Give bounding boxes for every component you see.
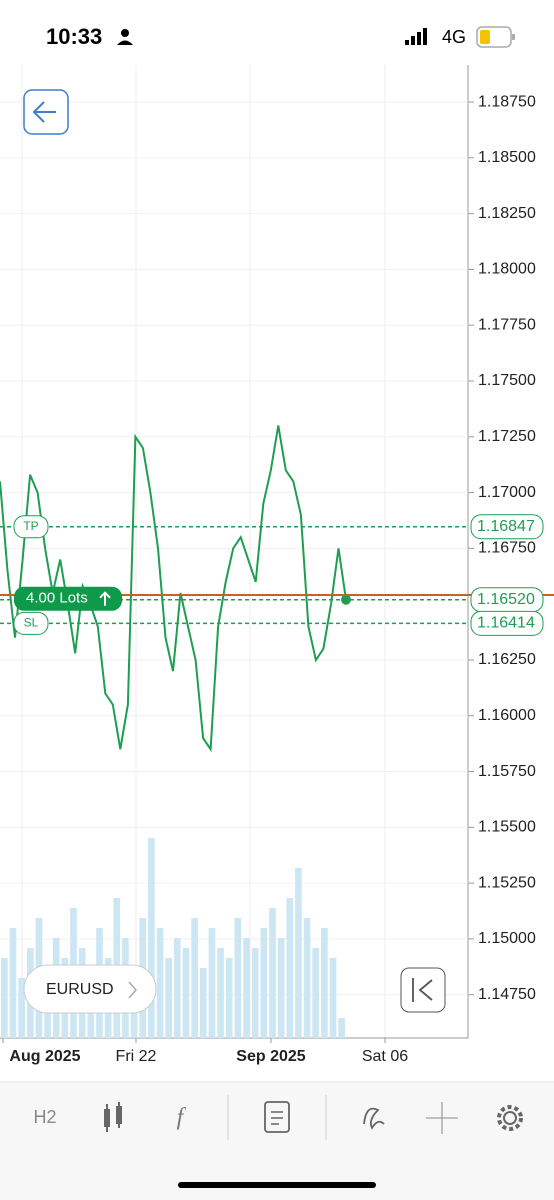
symbol-button[interactable] xyxy=(23,964,157,1014)
volume-bar xyxy=(277,938,285,1038)
orders-button[interactable] xyxy=(264,1101,290,1133)
indicators-button[interactable]: f xyxy=(177,1105,187,1131)
settings-button[interactable] xyxy=(497,1105,523,1131)
y-tick-label: 1.14750 xyxy=(478,986,536,1003)
volume-bar xyxy=(338,1018,345,1038)
y-tick-label: 1.17000 xyxy=(478,484,536,501)
back-arrow xyxy=(32,101,56,123)
stop_loss-price-label: 1.16414 xyxy=(477,615,535,632)
x-tick-label: Aug 2025 xyxy=(9,1048,80,1065)
y-tick-label: 1.16750 xyxy=(478,540,536,557)
y-tick-label: 1.18750 xyxy=(478,93,536,110)
position-tag xyxy=(14,586,122,611)
x-tick-label: Sep 2025 xyxy=(236,1048,305,1065)
person-icon xyxy=(117,40,133,45)
volume-bar xyxy=(18,978,25,1038)
take_profit-tag-label: TP xyxy=(23,519,38,533)
volume-bar xyxy=(295,868,302,1038)
signal-icon xyxy=(405,28,427,45)
volume-bar xyxy=(312,948,320,1038)
volume-bar xyxy=(243,938,250,1038)
chevron xyxy=(128,981,137,999)
y-tick-label: 1.17500 xyxy=(478,372,536,389)
position-tag-label: 4.00 Lots xyxy=(26,590,88,607)
volume-bar xyxy=(208,928,216,1038)
stop_loss-tag-label: SL xyxy=(24,616,39,630)
volume-bar xyxy=(225,958,233,1038)
volume-bar xyxy=(9,928,17,1038)
battery-tip xyxy=(512,34,515,40)
person-icon xyxy=(121,29,129,37)
y-tick-label: 1.17750 xyxy=(478,316,536,333)
y-tick-label: 1.15000 xyxy=(478,930,536,947)
orders-icon xyxy=(271,1111,283,1125)
take_profit-tag xyxy=(13,515,49,539)
volume-bar xyxy=(269,908,276,1038)
volume-bar xyxy=(329,958,337,1038)
volume-bar xyxy=(191,918,198,1038)
y-tick-label: 1.16250 xyxy=(478,651,536,668)
crosshair-button[interactable] xyxy=(426,1102,458,1134)
volume-bar xyxy=(321,928,328,1038)
volume-bar xyxy=(251,948,259,1038)
stop_loss-tag xyxy=(13,611,49,635)
position-price-label: 1.16520 xyxy=(477,591,535,608)
y-tick-label: 1.18500 xyxy=(478,149,536,166)
volume-bar xyxy=(1,958,8,1038)
volume-bar xyxy=(165,958,172,1038)
y-tick-label: 1.18000 xyxy=(478,261,536,278)
position-arrow xyxy=(99,591,111,606)
volume-bar xyxy=(199,968,207,1038)
candles-button[interactable] xyxy=(104,1102,122,1132)
volume-bar xyxy=(156,928,164,1038)
stop_loss-price-box xyxy=(470,610,544,636)
price-line xyxy=(0,425,347,753)
settings-icon xyxy=(503,1111,517,1125)
y-tick-label: 1.17250 xyxy=(478,428,536,445)
y-tick-label: 1.15250 xyxy=(478,874,536,891)
take_profit-price-box xyxy=(470,514,544,540)
y-tick-label: 1.18250 xyxy=(478,205,536,222)
status-time: 10:33 xyxy=(46,24,102,49)
volume-bar xyxy=(182,948,190,1038)
network-type: 4G xyxy=(442,27,466,47)
volume-bar xyxy=(260,928,268,1038)
home-indicator xyxy=(178,1182,376,1188)
battery-level xyxy=(480,30,490,44)
x-tick-label: Fri 22 xyxy=(116,1048,157,1065)
scroll-end-button[interactable] xyxy=(400,967,446,1013)
symbol-label: EURUSD xyxy=(46,981,114,998)
y-tick-label: 1.15500 xyxy=(478,819,536,836)
volume-bar xyxy=(174,938,181,1038)
take_profit-price-label: 1.16847 xyxy=(477,518,535,535)
battery xyxy=(476,26,512,48)
volume-bar xyxy=(217,948,224,1038)
volume-bar xyxy=(234,918,242,1038)
y-tick-label: 1.16000 xyxy=(478,707,536,724)
x-tick-label: Sat 06 xyxy=(362,1048,408,1065)
scroll-end-icon xyxy=(412,978,433,1002)
timeframe-button[interactable]: H2 xyxy=(33,1107,56,1127)
draw-button[interactable] xyxy=(363,1107,385,1130)
volume-bar xyxy=(286,898,294,1038)
volume-bar xyxy=(148,838,155,1038)
volume-bar xyxy=(303,918,311,1038)
y-tick-label: 1.15750 xyxy=(478,763,536,780)
chart: 1.18750 1.18500 1.18250 1.18000 1.17750 1.175… xyxy=(0,65,554,1065)
